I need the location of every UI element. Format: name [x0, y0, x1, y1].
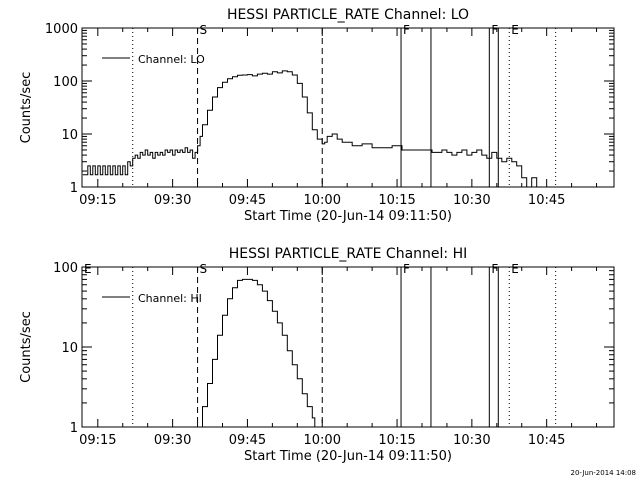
panel-2-y-tick-label: 100	[53, 261, 78, 276]
panel-1-y-tick-label: 1000	[45, 22, 78, 37]
panel-1-x-tick-label: 10:15	[378, 193, 415, 208]
panel-1-legend-label: Channel: LO	[138, 53, 205, 66]
panel-1-plot-frame	[81, 27, 615, 188]
panel-2-y-tick-label: 10	[61, 341, 78, 356]
panel-2-event-marker-label: F	[403, 262, 410, 276]
panel-1-x-tick-label: 10:30	[453, 193, 490, 208]
panel-1-event-marker-label: F	[403, 23, 410, 37]
panel-1-y-tick-label: 10	[61, 128, 78, 143]
panel-2-event-marker-label: E	[84, 262, 92, 276]
panel-2-x-tick-label: 09:30	[154, 433, 191, 448]
panel-1-series-line	[82, 70, 538, 188]
panel-1-x-tick-label: 09:30	[154, 193, 191, 208]
panel-1-x-axis-label: Start Time (20-Jun-14 09:11:50)	[244, 209, 452, 224]
panel-2-x-tick-label: 10:15	[378, 433, 415, 448]
panel-1-event-marker-label: E	[511, 23, 519, 37]
panel-2-y-tick-label: 1	[70, 421, 78, 436]
panel-1-y-tick-label: 100	[53, 75, 78, 90]
panel-2-x-tick-label: 09:45	[229, 433, 266, 448]
panel-1-title: HESSI PARTICLE_RATE Channel: LO	[227, 7, 469, 23]
footer-timestamp: 20-Jun-2014 14:08	[571, 469, 637, 477]
panel-2-x-tick-label: 10:30	[453, 433, 490, 448]
panel-2-event-marker-label: E	[511, 262, 519, 276]
panel-1-x-tick-label: 10:45	[528, 193, 565, 208]
panel-1-y-axis-label: Counts/sec	[19, 72, 34, 144]
panel-2-x-axis-label: Start Time (20-Jun-14 09:11:50)	[244, 449, 452, 464]
panel-2-x-tick-label: 09:15	[79, 433, 116, 448]
panel-2-series-line	[198, 278, 316, 428]
panel-1-y-tick-label: 1	[70, 181, 78, 196]
panel-2-y-axis-label: Counts/sec	[19, 311, 34, 383]
panel-2-x-tick-label: 10:45	[528, 433, 565, 448]
panel-1-x-tick-label: 09:15	[79, 193, 116, 208]
panel-2-event-marker-label: F	[491, 262, 498, 276]
panel-2-legend-label: Channel: HI	[138, 292, 202, 305]
panel-2-x-tick-label: 10:00	[304, 433, 341, 448]
panel-2-plot-frame	[81, 266, 615, 428]
panel-1-x-tick-label: 10:00	[304, 193, 341, 208]
panel-1-x-tick-label: 09:45	[229, 193, 266, 208]
panel-2-event-marker-label: S	[200, 262, 208, 276]
panel-2-title: HESSI PARTICLE_RATE Channel: HI	[229, 246, 467, 262]
panel-1-event-marker-label: S	[200, 23, 208, 37]
panel-1-event-marker-label: F	[491, 23, 498, 37]
